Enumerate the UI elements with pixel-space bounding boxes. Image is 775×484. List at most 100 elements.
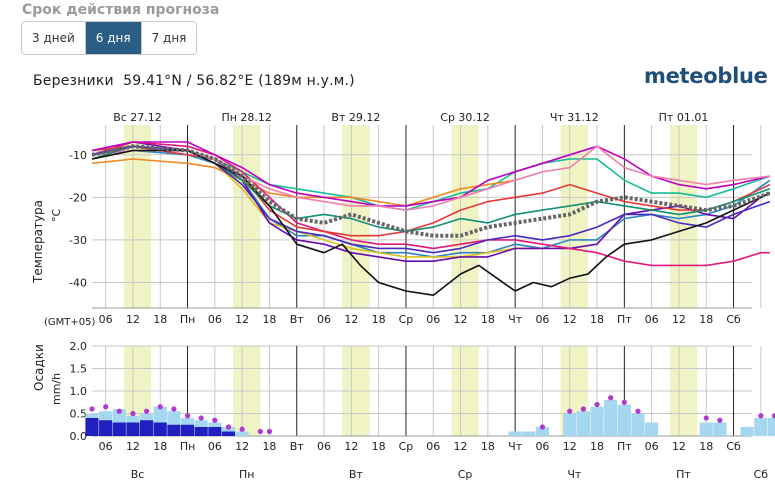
temp-x-tick-label: 18 bbox=[372, 313, 386, 326]
precip-member-dot bbox=[257, 428, 263, 435]
temp-x-tick-label: 12 bbox=[344, 313, 358, 326]
precip-bar-ensemble-envelope bbox=[631, 413, 645, 436]
day-label: Вт 29.12 bbox=[331, 111, 380, 124]
temp-y-tick-label: -10 bbox=[69, 149, 87, 162]
temp-x-tick-label: Пт bbox=[617, 313, 632, 326]
precip-day-label: Вс bbox=[131, 468, 145, 481]
temp-line-model-1 bbox=[91, 149, 771, 258]
precip-bar-ensemble-envelope bbox=[645, 422, 659, 436]
temp-x-tick-label: 06 bbox=[317, 313, 331, 326]
precip-x-tick-label: 12 bbox=[563, 440, 577, 453]
temp-line-model-11 bbox=[91, 145, 771, 254]
precip-x-tick-label: 06 bbox=[317, 440, 331, 453]
precip-member-dot bbox=[266, 428, 273, 435]
precip-bar-ensemble-min bbox=[153, 422, 167, 436]
precip-bar-ensemble-min bbox=[221, 431, 236, 436]
precip-bar-ensemble-envelope bbox=[522, 431, 536, 436]
precip-bar-ensemble-envelope bbox=[590, 406, 604, 436]
temp-x-tick-label: 12 bbox=[563, 313, 577, 326]
range-7-days-button[interactable]: 7 дня bbox=[141, 22, 197, 54]
temp-x-tick-label: 06 bbox=[535, 313, 549, 326]
precip-y-tick-label: 0.5 bbox=[70, 408, 88, 421]
precip-x-tick-label: Пт bbox=[617, 440, 632, 453]
temp-x-tick-label: 12 bbox=[126, 313, 140, 326]
precip-y-tick-label: 1.5 bbox=[70, 363, 88, 376]
precip-member-dot bbox=[130, 410, 136, 417]
range-3-days-button[interactable]: 3 дней bbox=[22, 22, 86, 54]
precip-bar-ensemble-envelope bbox=[535, 427, 550, 436]
precip-member-dot bbox=[171, 406, 177, 412]
day-label: Вс 27.12 bbox=[113, 111, 162, 124]
range-6-days-button[interactable]: 6 дня bbox=[85, 22, 142, 54]
precip-bar-ensemble-min bbox=[85, 418, 99, 436]
precip-member-dot bbox=[212, 417, 218, 423]
precip-bar-ensemble-min bbox=[194, 427, 208, 436]
precip-bar-ensemble-envelope bbox=[235, 431, 249, 436]
precip-y-tick-label: 2.0 bbox=[70, 340, 88, 353]
temp-x-tick-label: 06 bbox=[99, 313, 113, 326]
precip-bar-ensemble-min bbox=[126, 422, 140, 436]
precip-member-dot bbox=[758, 413, 764, 419]
precip-bar-ensemble-envelope bbox=[563, 413, 577, 436]
precip-member-dot bbox=[239, 426, 245, 432]
precip-bar-ensemble-envelope bbox=[617, 404, 631, 436]
precip-bar-ensemble-envelope bbox=[576, 411, 590, 436]
location-header: Березники 59.41°N / 56.82°E (189м н.у.м.… bbox=[33, 73, 355, 89]
precip-bar-ensemble-envelope bbox=[713, 422, 727, 436]
temp-line-model-6 bbox=[91, 141, 770, 267]
temp-x-tick-label: 06 bbox=[645, 313, 659, 326]
daylight-band bbox=[342, 125, 370, 308]
precip-x-tick-label: 18 bbox=[153, 440, 167, 453]
precip-bar-ensemble-min bbox=[99, 420, 113, 436]
precip-x-tick-label: Вт bbox=[290, 440, 305, 453]
temp-x-tick-label: 12 bbox=[454, 313, 468, 326]
precip-y-axis-unit: mm/h bbox=[50, 373, 63, 405]
forecast-range-title: Срок действия прогноза bbox=[22, 2, 220, 18]
precip-x-tick-label: 18 bbox=[699, 440, 713, 453]
location-coords: 59.41°N / 56.82°E (189м н.у.м.) bbox=[123, 73, 355, 89]
temp-line-mean bbox=[91, 144, 771, 238]
precip-x-tick-label: 06 bbox=[208, 440, 222, 453]
precip-bar-ensemble-envelope bbox=[508, 431, 522, 436]
precip-day-label: Ср bbox=[458, 468, 473, 481]
precip-x-tick-label: 06 bbox=[645, 440, 659, 453]
temp-x-tick-label: 06 bbox=[208, 313, 222, 326]
precip-x-tick-label: 06 bbox=[535, 440, 549, 453]
temp-line-model-7 bbox=[91, 145, 771, 237]
day-label: Пт 01.01 bbox=[659, 111, 709, 124]
precip-member-dot bbox=[635, 408, 641, 414]
day-label: Пн 28.12 bbox=[221, 111, 271, 124]
temp-x-tick-label: Пн bbox=[180, 313, 195, 326]
precip-x-tick-label: Ср bbox=[399, 440, 414, 453]
precip-day-label: Вт bbox=[349, 468, 364, 481]
temp-y-axis-unit: °C bbox=[50, 209, 63, 223]
temp-y-axis-title: Температура bbox=[31, 200, 45, 284]
precip-y-axis-title: Осадки bbox=[32, 344, 46, 391]
precip-x-tick-label: 06 bbox=[426, 440, 440, 453]
precip-member-dot bbox=[608, 395, 614, 401]
temp-line-model-10 bbox=[91, 145, 771, 233]
temp-x-tick-label: 12 bbox=[235, 313, 249, 326]
precip-bar-ensemble-min bbox=[180, 424, 195, 436]
precip-x-tick-label: 18 bbox=[262, 440, 276, 453]
precip-day-label: Сб bbox=[754, 468, 769, 481]
precip-member-dot bbox=[103, 404, 109, 410]
day-label: Чт 31.12 bbox=[550, 111, 599, 124]
temp-x-tick-label: 18 bbox=[590, 313, 604, 326]
meteoblue-logo[interactable]: meteoblue bbox=[644, 64, 768, 88]
precip-member-dot bbox=[594, 401, 600, 408]
precip-x-tick-label: Пн bbox=[180, 440, 195, 453]
daylight-band bbox=[233, 125, 261, 308]
precip-member-dot bbox=[144, 408, 150, 414]
precip-member-dot bbox=[225, 424, 232, 430]
precip-member-dot bbox=[184, 413, 191, 419]
temp-x-tick-label: 18 bbox=[481, 313, 495, 326]
temp-x-tick-label: Чт bbox=[508, 313, 523, 326]
daylight-band bbox=[451, 125, 479, 308]
temp-x-tick-label: 12 bbox=[672, 313, 686, 326]
precip-x-tick-label: 12 bbox=[126, 440, 140, 453]
precip-x-tick-label: 12 bbox=[344, 440, 358, 453]
temp-line-observed bbox=[91, 149, 771, 296]
precip-member-dot bbox=[157, 404, 163, 410]
